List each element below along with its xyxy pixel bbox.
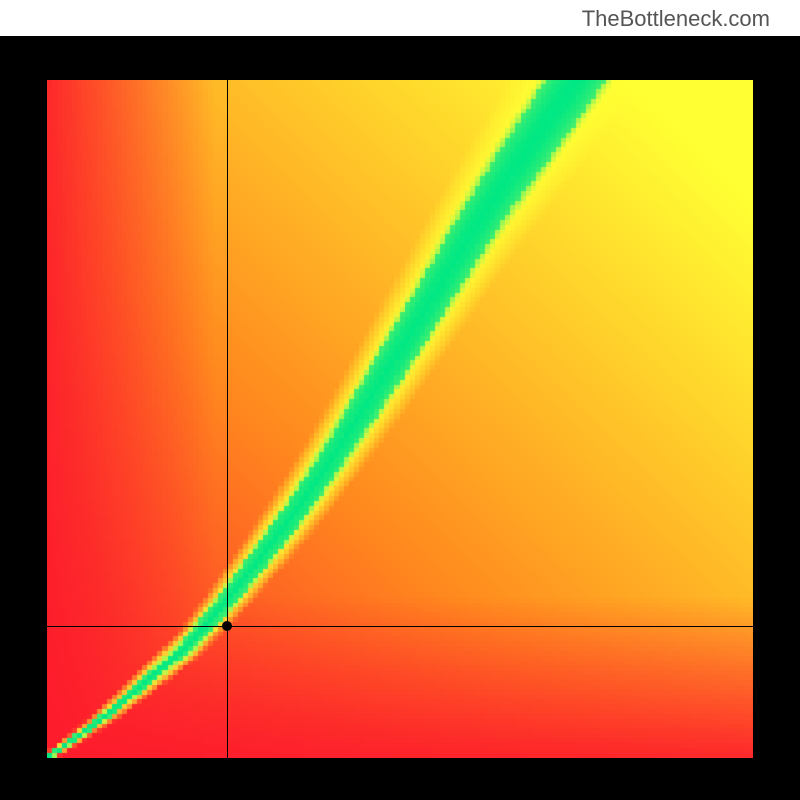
watermark-label: TheBottleneck.com (582, 6, 770, 32)
crosshair-vertical-line (227, 80, 228, 758)
heatmap-plot-area (47, 80, 753, 758)
marker-dot (222, 621, 232, 631)
heatmap-canvas (47, 80, 753, 758)
crosshair-horizontal-line (47, 626, 753, 627)
chart-outer-frame (0, 36, 800, 800)
